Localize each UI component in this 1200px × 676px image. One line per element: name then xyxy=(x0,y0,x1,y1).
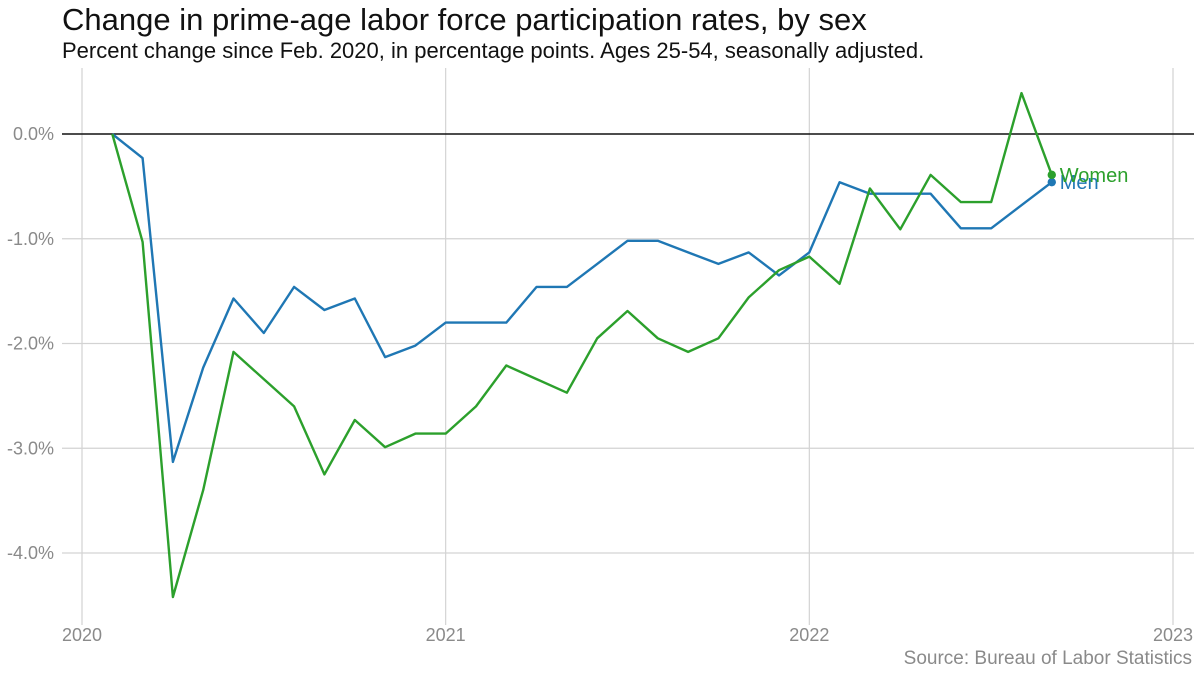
chart-subtitle: Percent change since Feb. 2020, in perce… xyxy=(62,38,925,63)
y-tick-label: -3.0% xyxy=(7,438,54,458)
x-tick-label: 2023 xyxy=(1153,625,1193,645)
y-tick-label: -4.0% xyxy=(7,543,54,563)
series-label-women: Women xyxy=(1060,165,1129,187)
x-tick-label: 2022 xyxy=(789,625,829,645)
y-tick-label: -1.0% xyxy=(7,229,54,249)
chart-title: Change in prime-age labor force particip… xyxy=(62,2,867,37)
y-tick-label: 0.0% xyxy=(13,124,54,144)
source-note: Source: Bureau of Labor Statistics xyxy=(903,648,1192,669)
series-end-point-women xyxy=(1047,170,1056,180)
series-line-men xyxy=(111,133,1053,464)
x-tick-label: 2020 xyxy=(62,625,102,645)
y-tick-label: -2.0% xyxy=(7,334,54,354)
x-tick-label: 2021 xyxy=(426,625,466,645)
series-end-point-men xyxy=(1047,177,1056,187)
series-label-men: Men xyxy=(1060,172,1099,194)
series-line-women xyxy=(111,91,1053,599)
